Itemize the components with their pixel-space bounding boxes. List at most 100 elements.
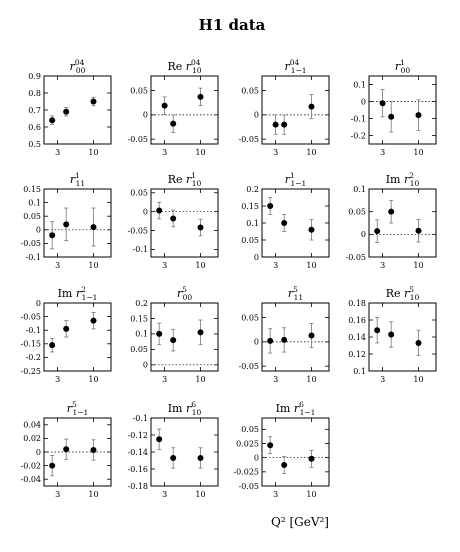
y-tick-label: -0.05 [127,226,148,235]
panel-frame [261,188,330,258]
y-tick-label: 0 [254,253,259,262]
y-tick-label: -0.04 [20,475,41,484]
x-tick-label: 10 [195,375,205,384]
y-tick-label: 0 [36,299,41,308]
data-point [415,339,422,346]
x-tick-label: 10 [88,490,98,499]
y-tick-label: 0.18 [348,299,366,308]
y-tick-label: -0.15 [20,340,41,349]
data-point [90,224,97,231]
y-tick-label: 0.16 [348,316,366,325]
x-tick-label: 10 [195,490,205,499]
data-point [197,454,204,461]
panel-frame [368,75,437,145]
panel-title: Re r1 10 [168,171,202,188]
data-point [170,454,177,461]
x-tick-label: 10 [413,261,423,270]
y-tick-label: 0 [254,111,259,120]
panel: Im r2 10 0.1 0.05 0 -0.05 3 10 [345,171,437,270]
y-tick-label: 0 [143,207,148,216]
y-tick-label: 0.14 [348,333,366,342]
panel-frame [150,417,219,487]
y-tick-label: -0.2 [351,131,366,140]
panel: Re r5 10 0.18 0.16 0.14 0.12 0.1 3 10 [348,285,437,384]
panel-frame [368,302,437,372]
x-tick-label: 3 [162,148,167,157]
y-tick-label: 0.025 [236,439,259,448]
data-point [90,98,97,105]
data-point [308,455,315,462]
y-tick-label: 0.2 [135,299,148,308]
panel-frame [43,188,112,258]
y-tick-label: -0.025 [233,468,259,477]
data-point [90,446,97,453]
data-point [308,103,315,110]
y-tick-label: 0 [254,338,259,347]
panel-frame [43,302,112,372]
x-tick-label: 10 [306,375,316,384]
panel: Im r2 1−1 0 -0.05 -0.1 -0.15 -0.2 -0.25 3 10 [20,285,112,384]
y-tick-label: 0.05 [23,212,41,221]
x-axis-title: Q² [GeV²] [271,515,329,529]
y-tick-label: 0.05 [241,425,259,434]
panel-title: Im r2 10 [386,171,420,188]
x-tick-label: 3 [273,148,278,157]
y-tick-label: -0.16 [127,465,148,474]
y-tick-label: -0.1 [133,245,148,254]
data-point [49,462,56,469]
y-tick-label: 0.15 [241,202,259,211]
x-tick-label: 3 [380,148,385,157]
data-point [388,208,395,215]
panel: r04 1−1 0.05 0 -0.05 3 10 [238,58,330,157]
data-point [197,224,204,231]
y-tick-label: -0.05 [238,135,259,144]
x-tick-label: 3 [273,490,278,499]
x-tick-label: 10 [306,490,316,499]
panel: r5 00 0.2 0.15 0.1 0.05 0 3 10 [130,285,219,384]
data-point [267,203,274,209]
panel-frame [150,75,219,145]
data-point [63,108,70,115]
data-point [308,332,315,339]
y-tick-label: 0 [361,230,366,239]
data-point [49,342,56,349]
panels-grid: r04 00 0.9 0.8 0.7 0.6 0.5 3 10 Re r04 10 0.05 0 -0.0… [20,58,437,499]
panel: Re r04 10 0.05 0 -0.05 3 10 [127,58,219,157]
panel: Re r1 10 0.05 0 -0.05 -0.1 3 10 [127,171,219,270]
y-tick-label: 0 [36,448,41,457]
y-tick-label: -0.14 [127,448,148,457]
y-tick-label: -0.05 [238,362,259,371]
y-tick-label: 0.2 [246,185,259,194]
data-point [63,221,70,228]
x-tick-label: 3 [380,375,385,384]
y-tick-label: 0 [36,226,41,235]
data-point [63,325,70,332]
y-tick-label: -0.1 [26,253,41,262]
y-tick-label: -0.18 [127,482,148,491]
y-tick-label: 0 [143,111,148,120]
data-point [161,102,168,109]
data-point [281,462,288,469]
y-tick-label: -0.1 [351,114,366,123]
x-tick-label: 10 [306,148,316,157]
y-tick-label: -0.2 [26,353,41,362]
data-point [49,117,56,124]
x-tick-label: 3 [162,490,167,499]
data-point [374,228,381,235]
panel-title: Re r04 10 [167,58,201,75]
y-tick-label: 0 [143,361,148,370]
x-tick-label: 10 [413,375,423,384]
data-point [197,93,204,100]
y-tick-label: -0.05 [238,482,259,491]
y-tick-label: 0.15 [130,314,148,323]
data-point [49,232,56,239]
panel: r5 1−1 0.04 0.02 0 -0.02 -0.04 3 10 [20,400,112,499]
x-tick-label: 3 [380,261,385,270]
data-point [156,436,163,443]
y-tick-label: -0.12 [127,431,148,440]
y-tick-label: 0 [361,97,366,106]
x-tick-label: 3 [55,148,60,157]
x-tick-label: 3 [273,375,278,384]
panel-title: r1 00 [395,58,411,75]
panel-frame [261,302,330,372]
